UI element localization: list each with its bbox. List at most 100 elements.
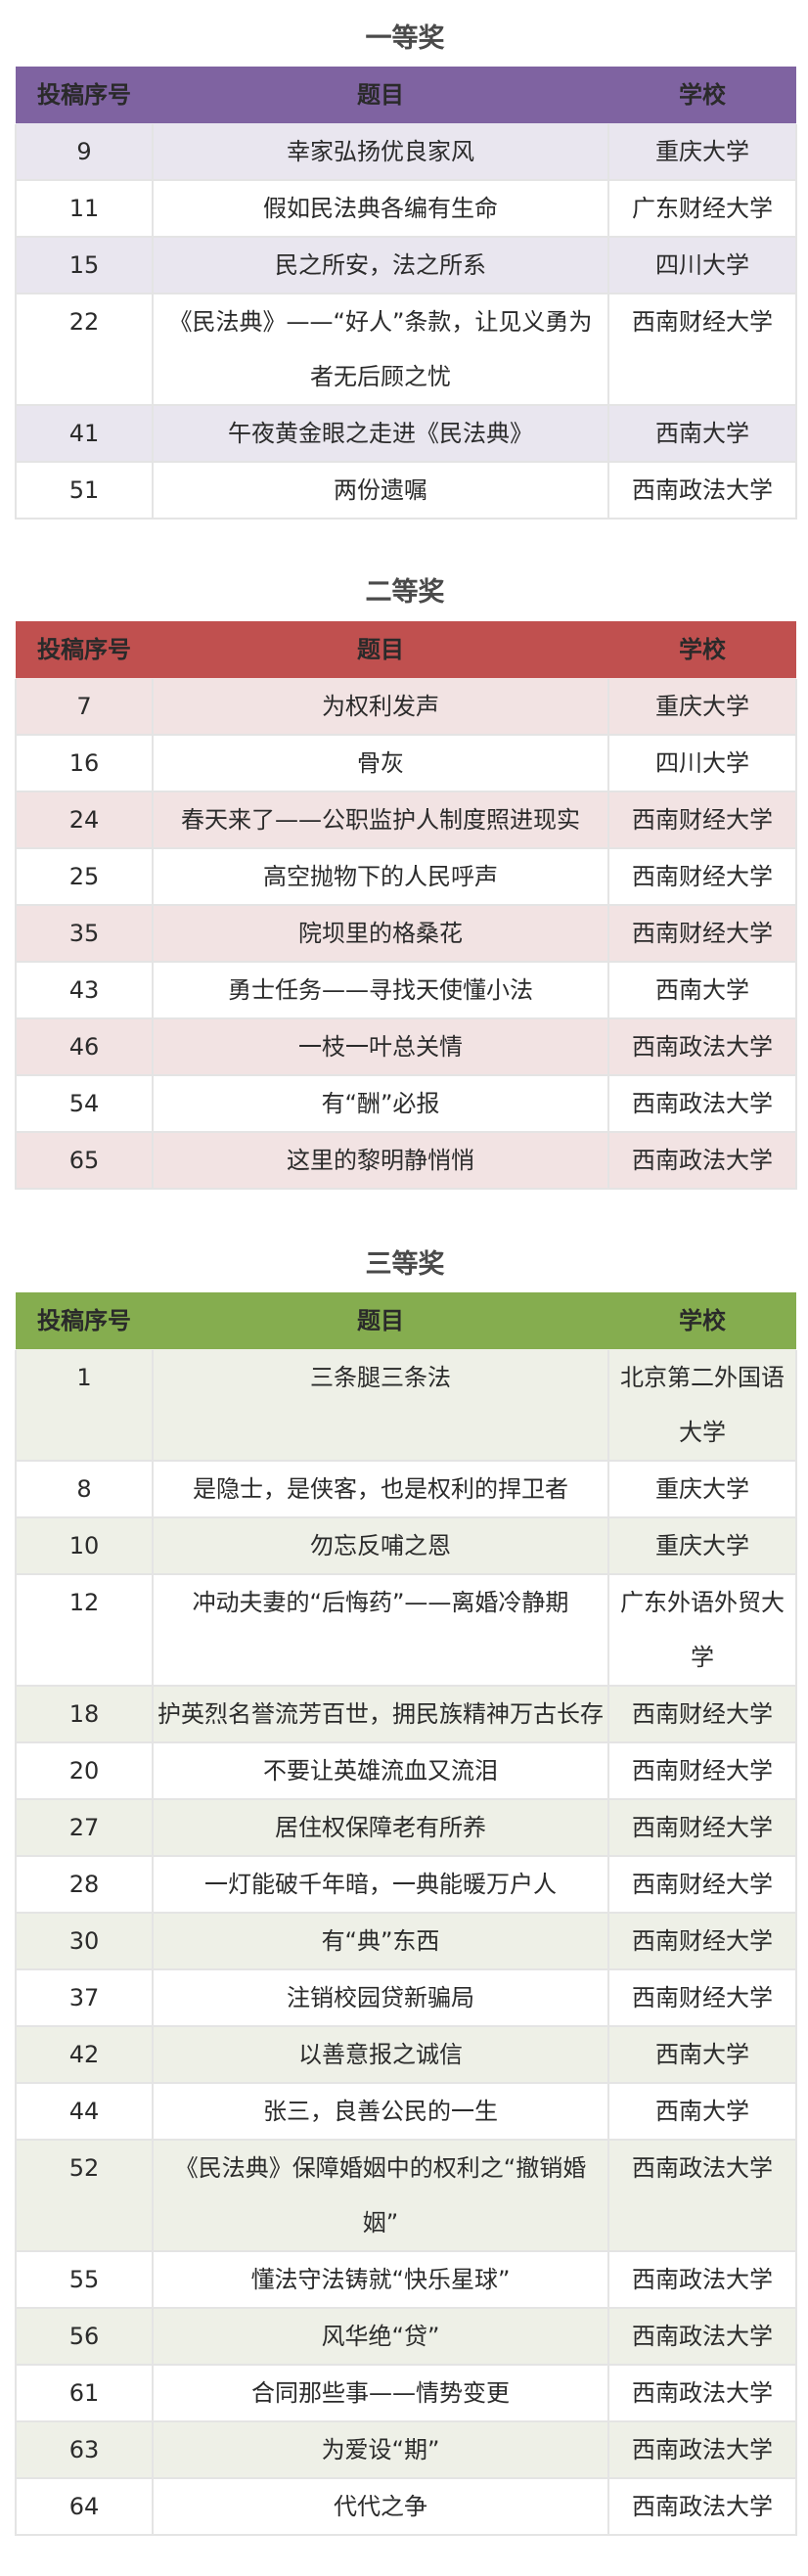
submission-number: 37: [15, 1968, 154, 2027]
header-school: 学校: [679, 1307, 726, 1334]
school-name: 西南政法大学: [607, 1131, 797, 1190]
submission-number: 15: [15, 236, 154, 294]
submission-number: 41: [15, 404, 154, 463]
entry-title: 《民法典》保障婚姻中的权利之“撤销婚姻”: [152, 2139, 609, 2252]
table-row: 20 不要让英雄流血又流泪 西南财经大学: [15, 1741, 797, 1800]
entry-title: 为爱设“期”: [152, 2420, 609, 2479]
submission-number: 11: [15, 179, 154, 238]
school-name: 西南大学: [607, 961, 797, 1019]
school-name: 西南财经大学: [607, 1855, 797, 1914]
school-name: 四川大学: [607, 734, 797, 792]
entry-title: 《民法典》——“好人”条款，让见义勇为者无后顾之忧: [152, 293, 609, 406]
award-table: 投稿序号 题目 学校 9 幸家弘扬优良家风 重庆大学 11 假如民法典各编有生命 广东财经大学 1…: [15, 66, 797, 520]
school-name: 广东外语外贸大学: [607, 1573, 797, 1687]
submission-number: 27: [15, 1798, 154, 1857]
submission-number: 61: [15, 2364, 154, 2422]
table-row: 18 护英烈名誉流芳百世，拥民族精神万古长存 西南财经大学: [15, 1685, 797, 1743]
entry-title: 假如民法典各编有生命: [152, 179, 609, 238]
table-header-row: 投稿序号 题目 学校: [16, 621, 796, 678]
table-row: 12 冲动夫妻的“后悔药”——离婚冷静期 广东外语外贸大学: [15, 1573, 797, 1687]
table-row: 30 有“典”东西 西南财经大学: [15, 1912, 797, 1970]
school-name: 西南大学: [607, 404, 797, 463]
entry-title: 有“酬”必报: [152, 1074, 609, 1133]
entry-title: 居住权保障老有所养: [152, 1798, 609, 1857]
entry-title: 冲动夫妻的“后悔药”——离婚冷静期: [152, 1573, 609, 1687]
table-row: 1 三条腿三条法 北京第二外国语大学: [15, 1348, 797, 1462]
school-name: 西南财经大学: [607, 1741, 797, 1800]
school-name: 西南政法大学: [607, 2307, 797, 2366]
entry-title: 风华绝“贷”: [152, 2307, 609, 2366]
table-row: 64 代代之争 西南政法大学: [15, 2477, 797, 2536]
entry-title: 勇士任务——寻找天使懂小法: [152, 961, 609, 1019]
submission-number: 7: [15, 677, 154, 736]
submission-number: 30: [15, 1912, 154, 1970]
school-name: 西南政法大学: [607, 2477, 797, 2536]
entry-title: 民之所安，法之所系: [152, 236, 609, 294]
submission-number: 43: [15, 961, 154, 1019]
school-name: 西南政法大学: [607, 2420, 797, 2479]
submission-number: 1: [15, 1348, 154, 1462]
submission-number: 24: [15, 791, 154, 849]
school-name: 西南政法大学: [607, 2139, 797, 2252]
school-name: 西南财经大学: [607, 1685, 797, 1743]
submission-number: 10: [15, 1516, 154, 1575]
table-row: 28 一灯能破千年暗，一典能暖万户人 西南财经大学: [15, 1855, 797, 1914]
table-row: 25 高空抛物下的人民呼声 西南财经大学: [15, 847, 797, 906]
award-table: 投稿序号 题目 学校 7 为权利发声 重庆大学 16 骨灰 四川大学 24 春天来了——公职监护人制…: [15, 620, 797, 1190]
entry-title: 午夜黄金眼之走进《民法典》: [152, 404, 609, 463]
submission-number: 52: [15, 2139, 154, 2252]
submission-number: 18: [15, 1685, 154, 1743]
entry-title: 幸家弘扬优良家风: [152, 122, 609, 181]
entry-title: 以善意报之诚信: [152, 2025, 609, 2084]
table-row: 11 假如民法典各编有生命 广东财经大学: [15, 179, 797, 238]
table-row: 51 两份遗嘱 西南政法大学: [15, 461, 797, 520]
entry-title: 护英烈名誉流芳百世，拥民族精神万古长存: [152, 1685, 609, 1743]
table-row: 41 午夜黄金眼之走进《民法典》 西南大学: [15, 404, 797, 463]
school-name: 重庆大学: [607, 122, 797, 181]
table-row: 46 一枝一叶总关情 西南政法大学: [15, 1017, 797, 1076]
submission-number: 16: [15, 734, 154, 792]
submission-number: 9: [15, 122, 154, 181]
submission-number: 28: [15, 1855, 154, 1914]
school-name: 广东财经大学: [607, 179, 797, 238]
entry-title: 高空抛物下的人民呼声: [152, 847, 609, 906]
header-title: 题目: [357, 636, 404, 663]
submission-number: 51: [15, 461, 154, 520]
section-title: 三等奖: [365, 1249, 445, 1280]
school-name: 西南财经大学: [607, 904, 797, 963]
entry-title: 张三，良善公民的一生: [152, 2082, 609, 2141]
school-name: 西南政法大学: [607, 1017, 797, 1076]
entry-title: 一枝一叶总关情: [152, 1017, 609, 1076]
entry-title: 这里的黎明静悄悄: [152, 1131, 609, 1190]
entry-title: 春天来了——公职监护人制度照进现实: [152, 791, 609, 849]
school-name: 重庆大学: [607, 1460, 797, 1518]
table-header-row: 投稿序号 题目 学校: [16, 67, 796, 123]
submission-number: 56: [15, 2307, 154, 2366]
submission-number: 42: [15, 2025, 154, 2084]
submission-number: 22: [15, 293, 154, 406]
entry-title: 一灯能破千年暗，一典能暖万户人: [152, 1855, 609, 1914]
header-title: 题目: [357, 1307, 404, 1334]
header-school: 学校: [679, 81, 726, 109]
entry-title: 懂法守法铸就“快乐星球”: [152, 2250, 609, 2309]
entry-title: 合同那些事——情势变更: [152, 2364, 609, 2422]
school-name: 西南财经大学: [607, 1798, 797, 1857]
table-row: 55 懂法守法铸就“快乐星球” 西南政法大学: [15, 2250, 797, 2309]
header-id: 投稿序号: [37, 81, 131, 109]
table-row: 52 《民法典》保障婚姻中的权利之“撤销婚姻” 西南政法大学: [15, 2139, 797, 2252]
submission-number: 54: [15, 1074, 154, 1133]
submission-number: 55: [15, 2250, 154, 2309]
entry-title: 骨灰: [152, 734, 609, 792]
submission-number: 44: [15, 2082, 154, 2141]
school-name: 西南大学: [607, 2082, 797, 2141]
school-name: 重庆大学: [607, 1516, 797, 1575]
school-name: 西南财经大学: [607, 293, 797, 406]
submission-number: 46: [15, 1017, 154, 1076]
entry-title: 是隐士，是侠客，也是权利的捍卫者: [152, 1460, 609, 1518]
entry-title: 两份遗嘱: [152, 461, 609, 520]
table-row: 65 这里的黎明静悄悄 西南政法大学: [15, 1131, 797, 1190]
table-row: 7 为权利发声 重庆大学: [15, 677, 797, 736]
school-name: 西南财经大学: [607, 791, 797, 849]
header-school: 学校: [679, 636, 726, 663]
section-title: 一等奖: [365, 23, 445, 54]
